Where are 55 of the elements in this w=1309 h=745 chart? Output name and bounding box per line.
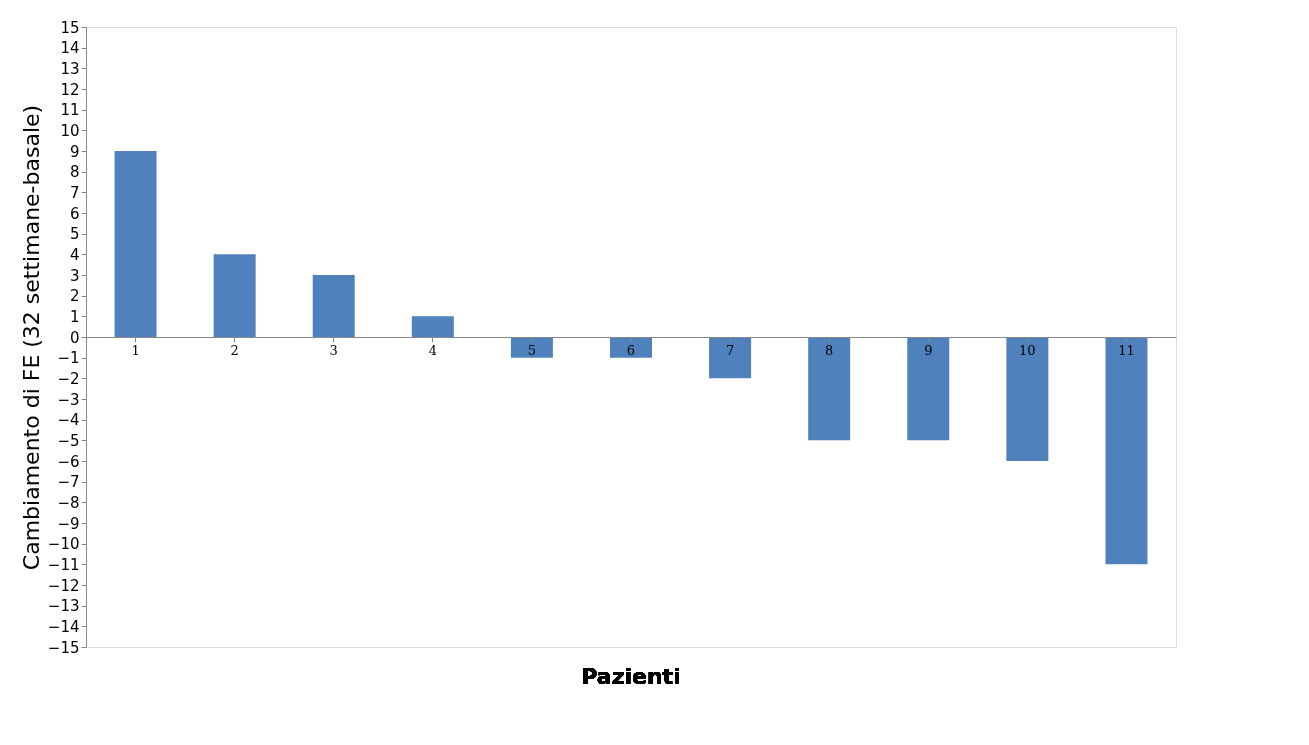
y-tick-label: −5 xyxy=(57,431,80,450)
y-tick-label: −14 xyxy=(47,617,80,636)
y-tick-label: 14 xyxy=(60,39,80,58)
y-tick-label: 8 xyxy=(69,163,80,182)
x-tick-label: 11 xyxy=(1118,342,1135,358)
bar xyxy=(510,337,553,358)
x-tick-label: 5 xyxy=(527,342,537,358)
y-tick-label: 0 xyxy=(69,328,80,347)
y-tick-label: 3 xyxy=(69,266,80,285)
bar xyxy=(1105,337,1148,565)
y-tick-label: −3 xyxy=(57,390,80,409)
bar xyxy=(610,337,652,358)
y-tick-label: −8 xyxy=(57,493,80,512)
bar xyxy=(312,275,355,337)
y-tick-label: −15 xyxy=(47,638,80,657)
y-tick-label: −1 xyxy=(57,349,80,368)
y-tick-label: −10 xyxy=(47,535,80,554)
y-tick-label: 10 xyxy=(60,121,80,140)
bar xyxy=(808,337,851,441)
x-tick-label: 6 xyxy=(626,342,636,358)
y-tick-label: −2 xyxy=(57,369,80,388)
y-axis-title: Cambiamento di FE (32 settimane-basale) xyxy=(18,104,44,571)
x-tick-label: 9 xyxy=(924,342,933,358)
bar xyxy=(213,254,256,337)
y-tick-label: −4 xyxy=(57,411,80,430)
x-axis-title: Pazienti xyxy=(581,664,681,689)
y-tick-label: −11 xyxy=(47,555,80,574)
bar xyxy=(114,151,157,337)
y-tick-label: 9 xyxy=(69,142,80,161)
y-tick-label: 15 xyxy=(60,18,80,37)
y-tick-label: 4 xyxy=(69,245,80,264)
y-tick-label: −12 xyxy=(47,576,80,595)
x-tick-label: 4 xyxy=(428,342,437,358)
x-tick-label: 10 xyxy=(1019,342,1036,358)
y-tick-label: −6 xyxy=(57,452,80,471)
y-tick-label: 12 xyxy=(60,80,80,99)
y-tick-label: 7 xyxy=(69,183,80,202)
x-tick-label: 8 xyxy=(825,342,834,358)
y-tick-label: 11 xyxy=(60,101,80,120)
bar xyxy=(1006,337,1049,461)
x-tick-label: 7 xyxy=(725,342,735,358)
bar xyxy=(907,337,950,441)
bar xyxy=(709,337,752,379)
x-tick-label: 2 xyxy=(230,342,239,358)
x-tick-label: 1 xyxy=(131,342,140,358)
y-tick-label: −7 xyxy=(57,473,80,492)
y-tick-label: 5 xyxy=(69,225,80,244)
y-tick-label: 2 xyxy=(69,287,80,306)
y-tick-label: 13 xyxy=(60,59,80,78)
y-tick-label: 1 xyxy=(69,307,80,326)
y-tick-label: −13 xyxy=(47,597,80,616)
x-tick-label: 3 xyxy=(329,342,338,358)
bar xyxy=(411,316,454,337)
y-tick-label: 6 xyxy=(69,204,80,223)
y-tick-label: −9 xyxy=(57,514,80,533)
